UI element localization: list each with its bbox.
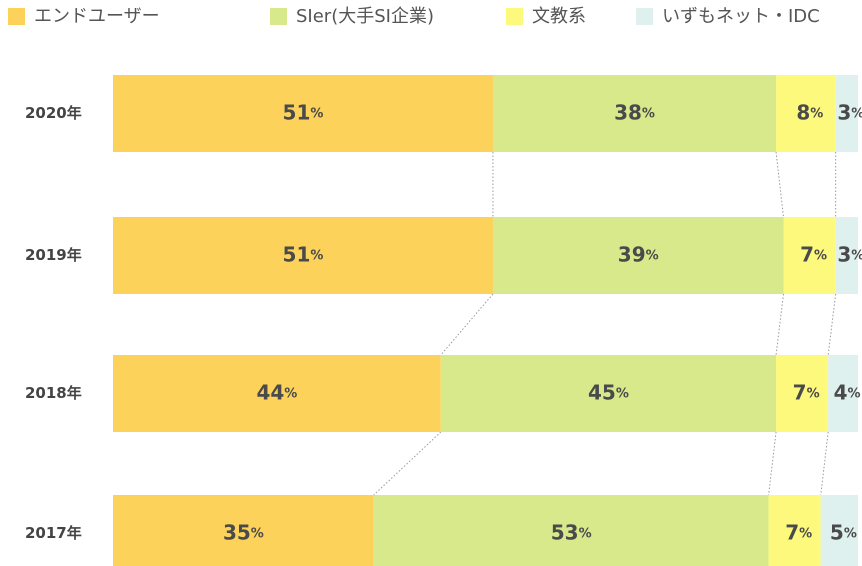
bar-segment xyxy=(373,495,769,566)
bar-segment xyxy=(113,75,493,152)
bar-segment xyxy=(113,355,441,432)
bar-segment xyxy=(820,495,858,566)
bar-segment xyxy=(113,495,374,566)
bar-segment xyxy=(492,75,777,152)
bar-segment xyxy=(768,495,821,566)
value-label: 3% xyxy=(837,100,862,124)
bar-segment xyxy=(835,217,858,294)
connector xyxy=(373,431,442,496)
legend-swatch xyxy=(8,8,25,25)
connector xyxy=(440,293,494,356)
legend-label: いずもネット・IDC xyxy=(662,6,820,27)
category-label: 2017年 xyxy=(25,524,82,542)
category-label: 2019年 xyxy=(25,246,82,264)
value-label: 7% xyxy=(800,242,827,266)
category-label: 2020年 xyxy=(25,104,82,122)
bar-segment xyxy=(783,217,836,294)
value-label: 45% xyxy=(588,380,629,404)
value-label: 3% xyxy=(837,242,862,266)
legend-swatch xyxy=(270,8,287,25)
bar-segment xyxy=(835,75,858,152)
value-label: 53% xyxy=(551,520,592,544)
value-label: 38% xyxy=(614,100,655,124)
bar-segment xyxy=(776,75,836,152)
connector xyxy=(820,431,829,496)
bar-segment xyxy=(828,355,858,432)
bar-segment xyxy=(776,355,829,432)
bar-segment xyxy=(492,217,784,294)
connector xyxy=(768,431,777,496)
value-label: 5% xyxy=(830,520,857,544)
connector xyxy=(775,293,784,356)
bar-segment xyxy=(113,217,493,294)
legend-label: 文教系 xyxy=(532,6,586,27)
bar-segment xyxy=(440,355,777,432)
value-label: 7% xyxy=(793,380,820,404)
value-label: 44% xyxy=(256,380,297,404)
legend-swatch xyxy=(506,8,523,25)
value-label: 51% xyxy=(283,100,324,124)
connector xyxy=(775,151,784,218)
value-label: 39% xyxy=(618,242,659,266)
connector xyxy=(827,293,837,356)
category-label: 2018年 xyxy=(25,384,82,402)
legend-swatch xyxy=(636,8,653,25)
value-label: 51% xyxy=(283,242,324,266)
value-label: 8% xyxy=(796,100,823,124)
legend-label: SIer(大手SI企業) xyxy=(296,6,434,27)
legend-label: エンドユーザー xyxy=(34,6,160,27)
value-label: 4% xyxy=(834,380,861,404)
value-label: 35% xyxy=(223,520,264,544)
value-label: 7% xyxy=(785,520,812,544)
